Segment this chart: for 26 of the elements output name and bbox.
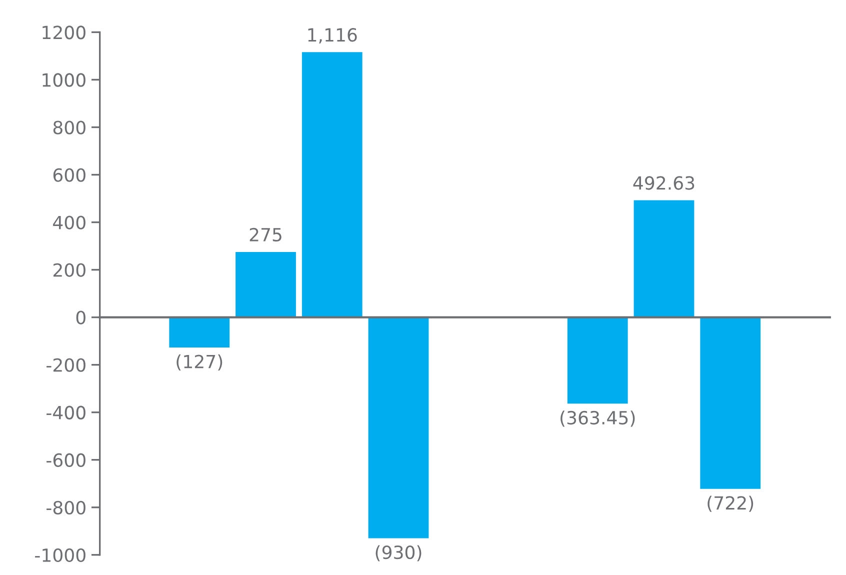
bar — [368, 317, 429, 538]
bar — [567, 317, 628, 404]
y-tick-label: 200 — [53, 263, 86, 277]
data-label: 275 — [250, 228, 282, 242]
y-tick-label: 1000 — [42, 73, 86, 87]
y-tick-label: 600 — [53, 168, 86, 182]
bar — [700, 317, 761, 489]
y-tick-label: -200 — [46, 358, 86, 372]
data-label: (363.45) — [560, 410, 635, 427]
data-label: 1,116 — [308, 28, 357, 44]
bar — [236, 252, 296, 318]
bar — [302, 52, 362, 318]
bar — [634, 200, 694, 318]
data-label: (127) — [176, 354, 222, 371]
y-tick-label: -800 — [46, 500, 86, 514]
y-tick-label: -400 — [46, 406, 86, 420]
data-label: (930) — [376, 545, 422, 562]
y-tick-label: 400 — [53, 216, 86, 230]
y-tick-label: 0 — [76, 310, 86, 324]
y-tick-label: 800 — [53, 120, 86, 134]
y-tick-label: 1200 — [42, 26, 86, 40]
data-label: 492.63 — [633, 176, 694, 190]
bar — [169, 317, 230, 348]
data-label: (722) — [708, 496, 754, 512]
y-tick-label: -600 — [46, 453, 86, 467]
y-tick-label: -1000 — [35, 548, 86, 562]
